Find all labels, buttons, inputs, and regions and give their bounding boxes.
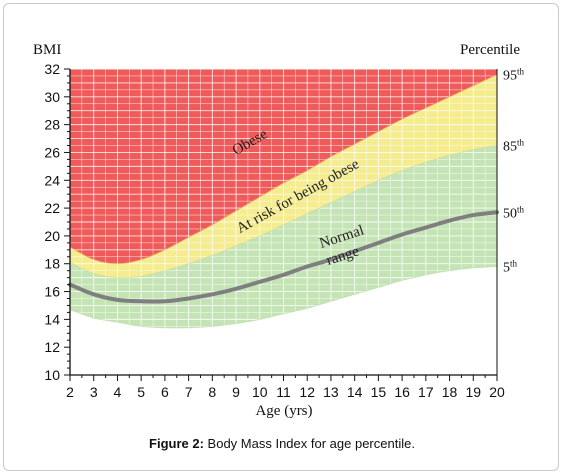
x-tick-label: 3 <box>90 384 98 400</box>
y-tick-label: 12 <box>44 339 60 355</box>
curve-50th <box>68 210 499 304</box>
percentile-label-95: 95th <box>503 67 525 84</box>
y-axis-title: BMI <box>33 42 61 58</box>
y-tick-label: 22 <box>44 200 60 216</box>
x-tick-label: 14 <box>347 384 363 400</box>
figure-caption: Figure 2: Body Mass Index for age percen… <box>0 436 564 451</box>
x-tick-label: 18 <box>442 384 458 400</box>
x-tick-label: 11 <box>276 384 291 400</box>
y-tick-label: 14 <box>44 311 60 327</box>
x-tick-label: 13 <box>323 384 339 400</box>
x-tick-label: 2 <box>66 384 74 400</box>
x-tick-label: 15 <box>371 384 387 400</box>
y-tick-label: 20 <box>44 228 60 244</box>
x-tick-label: 4 <box>114 384 122 400</box>
x-tick-label: 6 <box>161 384 169 400</box>
x-tick-label: 10 <box>252 384 268 400</box>
x-tick-label: 7 <box>185 384 193 400</box>
x-tick-label: 9 <box>232 384 240 400</box>
x-tick-label: 5 <box>137 384 145 400</box>
curve-85th <box>69 145 498 279</box>
percentile-label-50: 50th <box>503 204 525 221</box>
y-tick-label: 26 <box>44 144 60 160</box>
curve-5th <box>69 266 498 329</box>
right-axis-title: Percentile <box>460 42 520 58</box>
x-tick-label: 19 <box>465 384 481 400</box>
x-axis-title: Age (yrs) <box>255 403 312 419</box>
y-tick-label: 18 <box>44 256 60 272</box>
x-tick-label: 20 <box>489 384 505 400</box>
percentile-labels: 95th 85th 50th 5th <box>503 67 525 276</box>
y-tick-label: 10 <box>44 367 60 383</box>
curve-layer <box>68 74 499 329</box>
percentile-label-85: 85th <box>503 138 525 155</box>
x-tick-label: 8 <box>208 384 216 400</box>
y-tick-label: 24 <box>44 172 60 188</box>
x-tick-label: 17 <box>418 384 434 400</box>
axes-layer: 10 12 14 16 18 20 22 24 26 28 30 32 2 3 4 5 6 7 8 9 10 11 12 13… <box>44 61 505 400</box>
x-tick-label: 12 <box>299 384 315 400</box>
y-tick-label: 28 <box>44 117 60 133</box>
y-tick-label: 32 <box>44 61 60 77</box>
y-tick-label: 30 <box>44 89 60 105</box>
caption-text: Body Mass Index for age percentile. <box>203 436 415 451</box>
x-tick-label: 16 <box>394 384 410 400</box>
percentile-label-5: 5th <box>503 259 518 276</box>
curve-95th <box>69 74 498 265</box>
caption-label: Figure 2: <box>149 436 204 451</box>
y-tick-label: 16 <box>44 284 60 300</box>
